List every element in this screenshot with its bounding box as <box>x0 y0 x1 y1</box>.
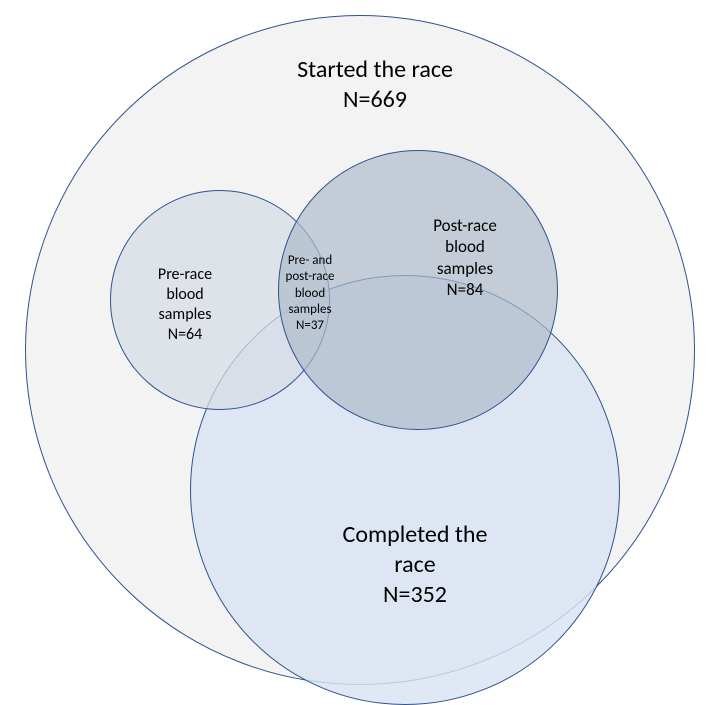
label-completed-race: Completed the race N=352 <box>295 520 535 610</box>
label-post-race-samples: Post-race blood samples N=84 <box>400 215 530 300</box>
label-pre-and-post-race-samples: Pre- and post-race blood samples N=37 <box>265 253 355 334</box>
venn-diagram: Started the race N=669 Post-race blood s… <box>0 0 714 702</box>
label-started-race: Started the race N=669 <box>260 55 490 115</box>
label-pre-race-samples: Pre-race blood samples N=64 <box>130 265 240 345</box>
